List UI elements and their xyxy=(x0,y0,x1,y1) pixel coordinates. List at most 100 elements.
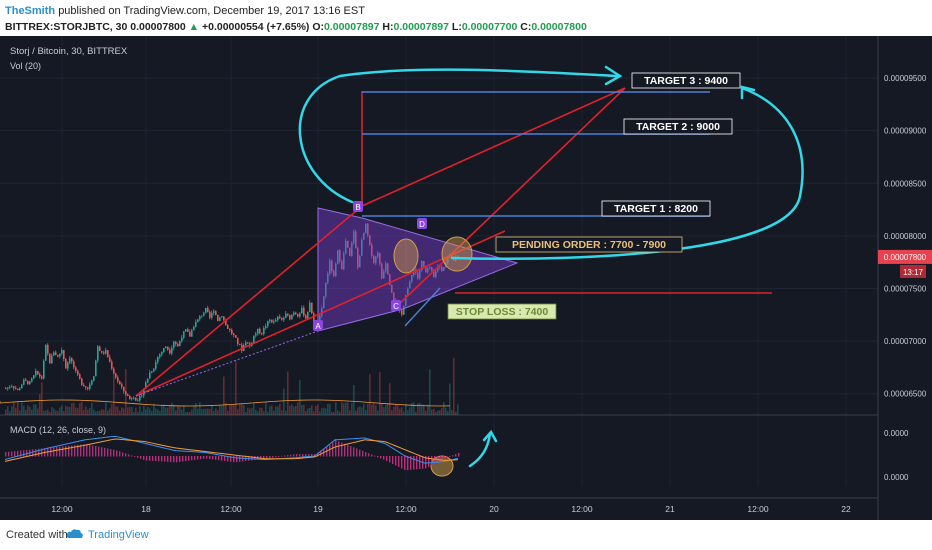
macd-histogram-bar xyxy=(443,456,445,460)
volume-bar xyxy=(153,403,155,415)
volume-bar xyxy=(117,406,119,415)
candle-body xyxy=(53,352,55,356)
macd-histogram-bar xyxy=(290,454,292,457)
candle-body xyxy=(109,357,111,362)
volume-bar xyxy=(383,407,385,415)
point-a-label-bg xyxy=(313,320,323,331)
macd-histogram-bar xyxy=(125,453,127,457)
volume-bar xyxy=(307,408,309,415)
volume-bar xyxy=(143,406,145,415)
point-b-label: B xyxy=(355,203,360,212)
candle-body xyxy=(263,328,265,334)
volume-bar xyxy=(387,403,389,415)
macd-histogram-bar xyxy=(311,454,313,457)
macd-histogram-bar xyxy=(365,452,367,457)
volume-bar xyxy=(63,411,65,415)
volume-bar xyxy=(369,374,371,415)
chart-area[interactable] xyxy=(0,36,932,520)
volume-bar xyxy=(389,383,391,415)
volume-bar xyxy=(367,403,369,415)
candle-body xyxy=(417,272,419,279)
macd-histogram-bar xyxy=(308,454,310,457)
candle-body xyxy=(279,316,281,318)
candle-body xyxy=(147,378,149,383)
macd-histogram-bar xyxy=(218,456,220,461)
volume-bar xyxy=(217,410,219,415)
candle-body xyxy=(291,314,293,320)
macd-histogram-bar xyxy=(341,442,343,457)
candle-body xyxy=(227,325,229,329)
volume-bar xyxy=(451,409,453,415)
candle-body xyxy=(25,379,27,381)
macd-histogram-bar xyxy=(275,456,277,458)
volume-bar xyxy=(91,403,93,415)
volume-bar xyxy=(323,407,325,415)
candle-body xyxy=(157,357,159,363)
volume-bar xyxy=(357,407,359,415)
macd-histogram-bar xyxy=(86,444,88,457)
candle-body xyxy=(131,398,133,400)
candle-body xyxy=(47,344,49,354)
symbol-label: BITTREX:STORJBTC, 30 xyxy=(5,21,128,33)
volume-bar xyxy=(81,402,83,415)
macd-histogram-bar xyxy=(230,456,232,462)
macd-histogram-bar xyxy=(233,456,235,463)
candle-body xyxy=(209,311,211,318)
volume-bar xyxy=(275,406,277,415)
tradingview-link[interactable]: TradingView xyxy=(88,529,149,541)
candle-body xyxy=(159,354,161,358)
macd-histogram-bar xyxy=(80,444,82,457)
volume-bar xyxy=(37,408,39,415)
candle-body xyxy=(213,311,215,313)
volume-bar xyxy=(15,407,17,415)
volume-bar xyxy=(285,410,287,415)
volume-bar xyxy=(431,409,433,415)
macd-histogram-bar xyxy=(446,456,448,459)
volume-bar xyxy=(331,411,333,415)
candle-body xyxy=(289,315,291,320)
volume-bar xyxy=(421,404,423,415)
candle-body xyxy=(217,315,219,322)
volume-bar xyxy=(137,411,139,415)
volume-bar xyxy=(327,403,329,415)
candle-body xyxy=(35,370,37,376)
volume-bar xyxy=(329,403,331,415)
volume-bar xyxy=(223,376,225,415)
volume-bar xyxy=(339,411,341,415)
macd-histogram-bar xyxy=(104,447,106,457)
volume-bar xyxy=(139,406,141,415)
macd-histogram-bar xyxy=(203,456,205,459)
candle-body xyxy=(389,274,391,286)
macd-histogram-bar xyxy=(23,450,25,457)
macd-line xyxy=(4,435,459,464)
candle-body xyxy=(43,360,45,379)
price-chart[interactable]: 0.00009500 0.00009000 0.00008500 0.00008000… xyxy=(0,36,932,520)
candle-body xyxy=(101,351,103,353)
volume-bar xyxy=(245,411,247,415)
volume-bar xyxy=(263,411,265,415)
chart-title: Storj / Bitcoin, 30, BITTREX xyxy=(10,46,128,57)
x-tick-label: 19 xyxy=(313,504,323,514)
volume-bar xyxy=(65,405,67,415)
macd-y-tick-label: 0.0000 xyxy=(884,473,909,482)
candle-body xyxy=(85,386,87,388)
volume-bar xyxy=(273,410,275,415)
volume-bar xyxy=(187,411,189,415)
candle-body xyxy=(17,388,19,390)
volume-bar xyxy=(291,404,293,415)
candle-body xyxy=(93,376,95,381)
macd-histogram-bar xyxy=(197,456,199,460)
volume-bar xyxy=(437,410,439,415)
cyan-arrowhead xyxy=(740,85,756,100)
author-link[interactable]: TheSmith xyxy=(5,5,56,17)
volume-bar xyxy=(197,408,199,415)
macd-histogram-bar xyxy=(236,456,238,463)
macd-histogram-bar xyxy=(119,451,121,457)
candle-body xyxy=(255,333,257,336)
candle-body xyxy=(103,352,105,354)
volume-bar xyxy=(401,407,403,415)
volume-bar xyxy=(181,409,183,415)
volume-bar xyxy=(109,408,111,415)
candle-body xyxy=(187,329,189,332)
macd-histogram-bar xyxy=(167,456,169,462)
